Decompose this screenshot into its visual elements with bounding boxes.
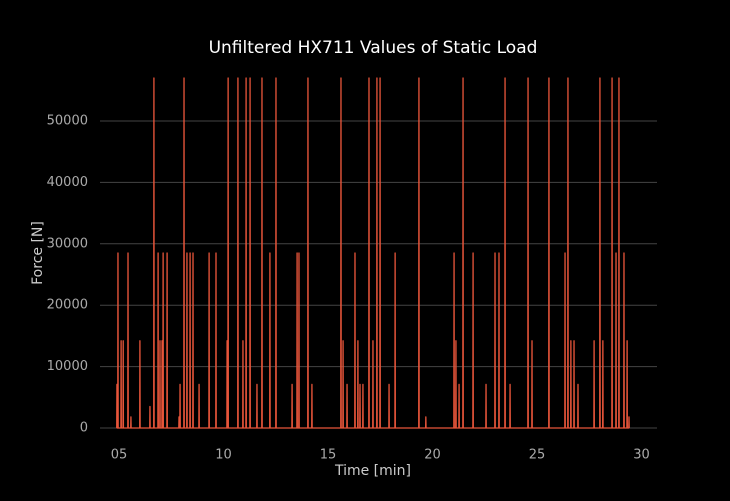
x-tick-label: 25 bbox=[529, 448, 546, 463]
y-tick-label: 50000 bbox=[47, 113, 88, 128]
x-tick-label: 20 bbox=[424, 448, 441, 463]
x-tick-label: 10 bbox=[215, 448, 232, 463]
chart-title: Unfiltered HX711 Values of Static Load bbox=[209, 38, 538, 58]
x-tick-label: 30 bbox=[633, 448, 650, 463]
y-tick-label: 20000 bbox=[47, 298, 88, 313]
y-tick-label: 10000 bbox=[47, 359, 88, 374]
x-tick-label: 15 bbox=[320, 448, 337, 463]
y-tick-label: 40000 bbox=[47, 175, 88, 190]
x-tick-label: 05 bbox=[111, 448, 128, 463]
data-line bbox=[116, 77, 630, 429]
y-axis-label: Force [N] bbox=[30, 221, 46, 285]
x-axis-label: Time [min] bbox=[334, 463, 411, 479]
y-tick-label: 0 bbox=[80, 421, 88, 436]
y-tick-label: 30000 bbox=[47, 236, 88, 251]
